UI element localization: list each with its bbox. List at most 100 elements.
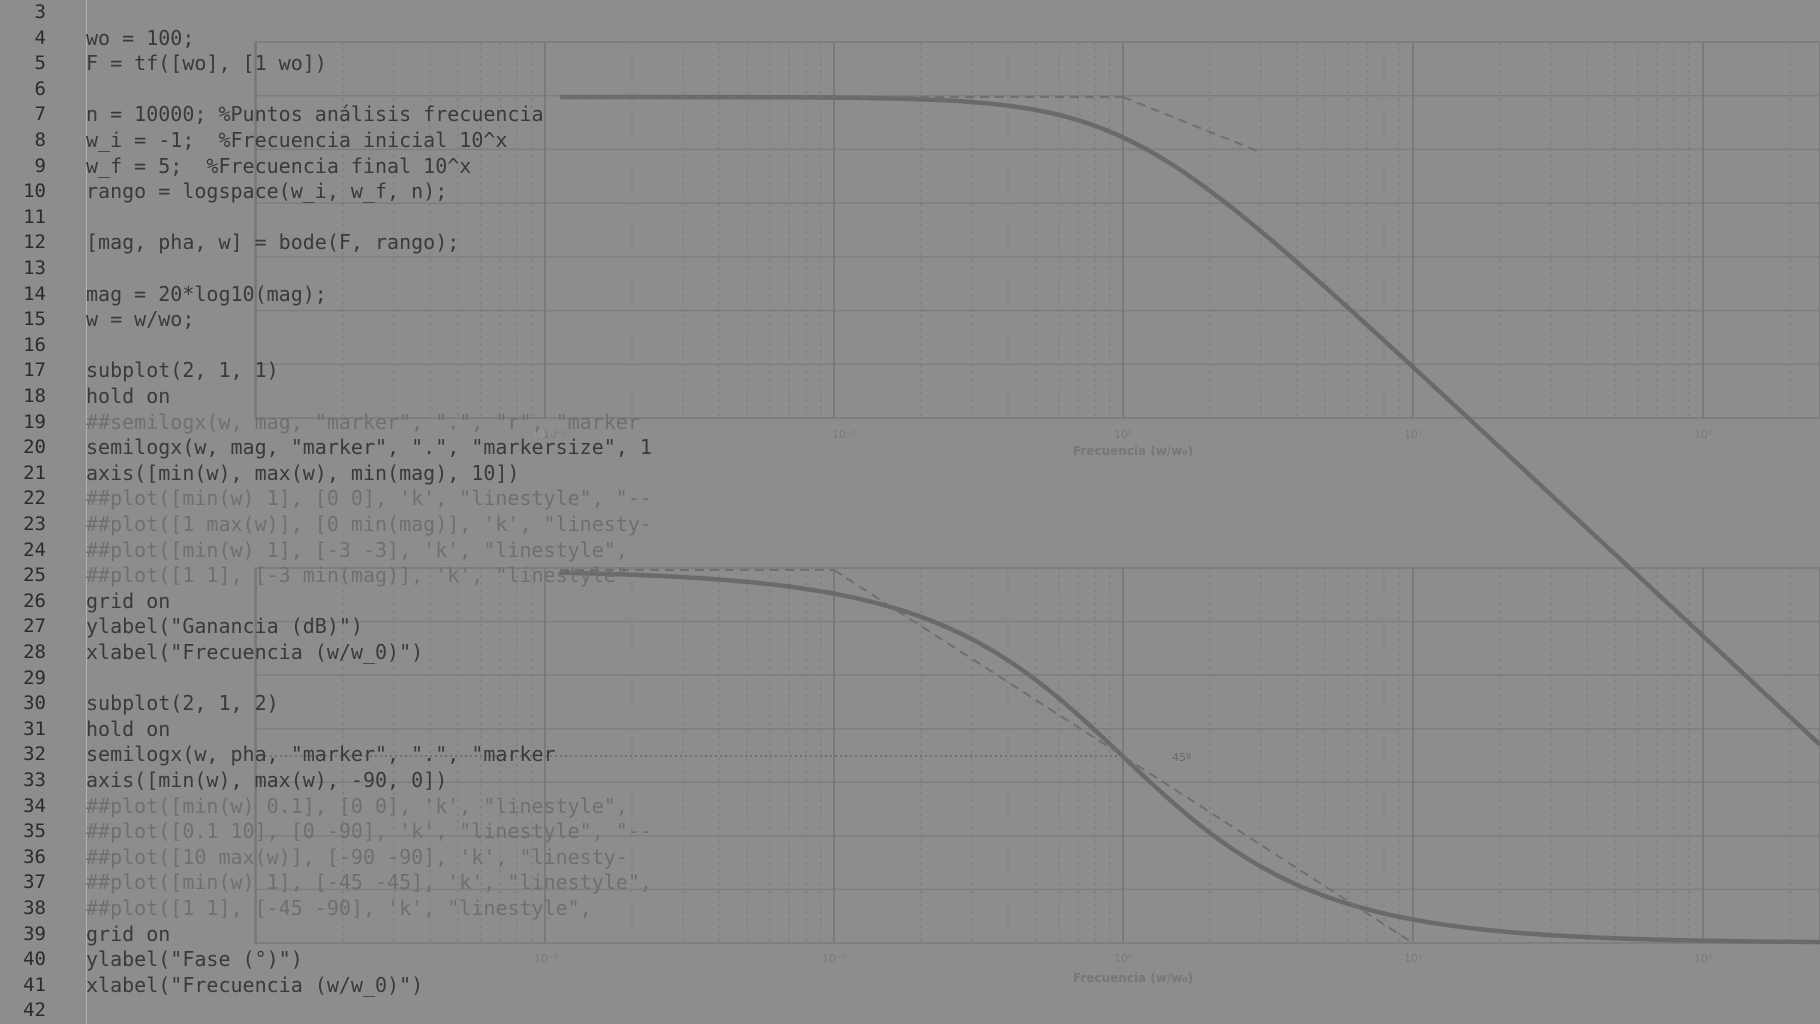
line-number: 7 — [34, 103, 46, 126]
code-text[interactable]: ##plot([min(w) 1], [-3 -3], 'k', "linest… — [86, 537, 628, 562]
line-number: 20 — [23, 436, 46, 459]
code-text[interactable]: ylabel("Fase (°)") — [86, 947, 303, 972]
code-line[interactable]: 10 rango = logspace(w_i, w_f, n); — [0, 179, 1820, 205]
code-text[interactable]: hold on — [86, 384, 171, 408]
code-text[interactable]: w_f = 5; %Frecuencia final 10^x — [86, 153, 472, 178]
code-line[interactable]: 18 hold on — [0, 384, 1820, 410]
code-line[interactable]: 7 n = 10000; %Puntos análisis frecuencia — [0, 102, 1820, 128]
code-text[interactable]: n = 10000; %Puntos análisis frecuencia — [86, 102, 544, 127]
code-text[interactable]: w_i = -1; %Frecuencia inicial 10^x — [86, 128, 508, 152]
code-line[interactable]: 21 axis([min(w), max(w), min(mag), 10]) — [0, 461, 1820, 487]
code-text[interactable]: grid on — [86, 588, 171, 613]
code-line[interactable]: 41 xlabel("Frecuencia (w/w_0)") — [0, 973, 1820, 999]
code-line[interactable]: 25 ##plot([1 1], [-3 min(mag)], 'k', "lin… — [0, 563, 1820, 589]
code-line[interactable]: 39 grid on — [0, 922, 1820, 948]
code-line[interactable]: 35 ##plot([0.1 10], [0 -90], 'k', "linest… — [0, 819, 1820, 845]
code-line[interactable]: 23 ##plot([1 max(w)], [0 min(mag)], 'k', … — [0, 512, 1820, 538]
code-text[interactable]: [mag, pha, w] = bode(F, rango); — [86, 230, 460, 255]
code-text[interactable]: ##plot([0.1 10], [0 -90], 'k', "linestyl… — [86, 819, 652, 844]
code-text[interactable]: rango = logspace(w_i, w_f, n); — [86, 179, 448, 204]
line-number: 17 — [23, 359, 46, 382]
code-text[interactable]: semilogx(w, pha, "marker", ".", "marker — [86, 742, 556, 767]
top-tick-label-2: 10⁰ — [1114, 428, 1133, 441]
code-line[interactable]: 13 — [0, 256, 1820, 282]
code-line[interactable]: 32 semilogx(w, pha, "marker", ".", "marke… — [0, 742, 1820, 768]
code-line[interactable]: 16 — [0, 333, 1820, 359]
code-line[interactable]: 33 axis([min(w), max(w), -90, 0]) — [0, 768, 1820, 794]
code-line[interactable]: 37 ##plot([min(w) 1], [-45 -45], 'k', "li… — [0, 870, 1820, 896]
code-text[interactable]: ylabel("Ganancia (dB)") — [86, 614, 363, 639]
line-number: 42 — [23, 999, 46, 1022]
line-number: 6 — [34, 77, 46, 100]
code-line[interactable]: 19 ##semilogx(w, mag, "marker", ".", "r",… — [0, 410, 1820, 436]
line-number: 36 — [23, 845, 46, 868]
code-text[interactable]: ##plot([10 max(w)], [-90 -90], 'k', "lin… — [86, 844, 628, 869]
code-line[interactable]: 20 semilogx(w, mag, "marker", ".", "marke… — [0, 435, 1820, 461]
code-text[interactable]: xlabel("Frecuencia (w/w_0)") — [86, 972, 424, 997]
bottom-xlabel: Frecuencia (w/w₀) — [1073, 971, 1193, 985]
line-number: 31 — [23, 717, 46, 740]
magnitude-asymptote-slope — [1122, 96, 1261, 153]
code-line[interactable]: 3 — [0, 0, 1820, 26]
code-line[interactable]: 31 hold on — [0, 717, 1820, 743]
top-tick-label-1: 10⁻¹ — [832, 428, 856, 441]
line-number: 34 — [23, 794, 46, 817]
code-line[interactable]: 8 w_i = -1; %Frecuencia inicial 10^x — [0, 128, 1820, 154]
code-text[interactable]: subplot(2, 1, 1) — [86, 358, 279, 383]
code-text[interactable]: F = tf([wo], [1 wo]) — [86, 51, 327, 76]
code-line[interactable]: 24 ##plot([min(w) 1], [-3 -3], 'k', "line… — [0, 538, 1820, 564]
line-number: 19 — [23, 410, 46, 433]
phase-asymptote-slope — [833, 569, 1414, 944]
code-line[interactable]: 11 — [0, 205, 1820, 231]
code-text[interactable]: grid on — [86, 921, 171, 946]
code-text[interactable]: mag = 20*log10(mag); — [86, 281, 327, 306]
code-text[interactable]: ##semilogx(w, mag, "marker", ".", "r", "… — [86, 409, 640, 434]
code-text[interactable]: w = w/wo; — [86, 307, 195, 332]
code-line[interactable]: 26 grid on — [0, 589, 1820, 615]
code-line[interactable]: 5 F = tf([wo], [1 wo]) — [0, 51, 1820, 77]
code-line[interactable]: 12 [mag, pha, w] = bode(F, rango); — [0, 230, 1820, 256]
code-line[interactable]: 42 — [0, 998, 1820, 1024]
code-text[interactable]: axis([min(w), max(w), min(mag), 10]) — [86, 460, 520, 485]
code-text[interactable]: ##plot([1 max(w)], [0 min(mag)], 'k', "l… — [86, 512, 652, 536]
phase-annotation: 45º — [1172, 751, 1191, 764]
code-line[interactable]: 15 w = w/wo; — [0, 307, 1820, 333]
phase-curve — [559, 570, 1820, 945]
code-line[interactable]: 14 mag = 20*log10(mag); — [0, 282, 1820, 308]
code-line[interactable]: 22 ##plot([min(w) 1], [0 0], 'k', "linest… — [0, 486, 1820, 512]
line-number: 25 — [23, 564, 46, 587]
code-line[interactable]: 9 w_f = 5; %Frecuencia final 10^x — [0, 154, 1820, 180]
code-line[interactable]: 27 ylabel("Ganancia (dB)") — [0, 614, 1820, 640]
code-line[interactable]: 30 subplot(2, 1, 2) — [0, 691, 1820, 717]
code-text[interactable]: subplot(2, 1, 2) — [86, 691, 279, 716]
code-text[interactable]: ##plot([min(w) 0.1], [0 0], 'k', "linest… — [86, 793, 628, 818]
plot-frame — [254, 41, 1820, 419]
line-number: 22 — [23, 487, 46, 510]
code-text[interactable]: ##plot([1 1], [-45 -90], 'k', "linestyle… — [86, 896, 592, 920]
code-line[interactable]: 29 — [0, 666, 1820, 692]
code-text[interactable]: semilogx(w, mag, "marker", ".", "markers… — [86, 435, 652, 460]
line-number: 13 — [23, 257, 46, 279]
code-line[interactable]: 38 ##plot([1 1], [-45 -90], 'k', "linesty… — [0, 896, 1820, 922]
code-text[interactable]: hold on — [86, 716, 171, 741]
code-text[interactable]: ##plot([min(w) 1], [0 0], 'k', "linestyl… — [86, 486, 652, 511]
code-text[interactable]: xlabel("Frecuencia (w/w_0)") — [86, 640, 424, 664]
code-line[interactable]: 28 xlabel("Frecuencia (w/w_0)") — [0, 640, 1820, 666]
code-text[interactable]: ##plot([min(w) 1], [-45 -45], 'k', "line… — [86, 870, 652, 895]
line-number: 41 — [23, 973, 46, 996]
line-number-gutter — [0, 0, 87, 1024]
code-line[interactable]: 6 — [0, 77, 1820, 103]
line-number: 4 — [34, 26, 46, 49]
code-line[interactable]: 40 ylabel("Fase (°)") — [0, 947, 1820, 973]
code-line[interactable]: 36 ##plot([10 max(w)], [-90 -90], 'k', "l… — [0, 845, 1820, 871]
line-number: 40 — [23, 948, 46, 971]
code-text[interactable]: wo = 100; — [86, 25, 195, 50]
code-line[interactable]: 34 ##plot([min(w) 0.1], [0 0], 'k', "line… — [0, 794, 1820, 820]
line-number: 26 — [23, 589, 46, 612]
code-line[interactable]: 4 wo = 100; — [0, 26, 1820, 52]
code-text[interactable]: axis([min(w), max(w), -90, 0]) — [86, 768, 448, 792]
stray-tick-label: 10⁻² — [532, 429, 554, 440]
code-text[interactable]: ##plot([1 1], [-3 min(mag)], 'k', "lines… — [86, 563, 628, 588]
code-line[interactable]: 17 subplot(2, 1, 1) — [0, 358, 1820, 384]
